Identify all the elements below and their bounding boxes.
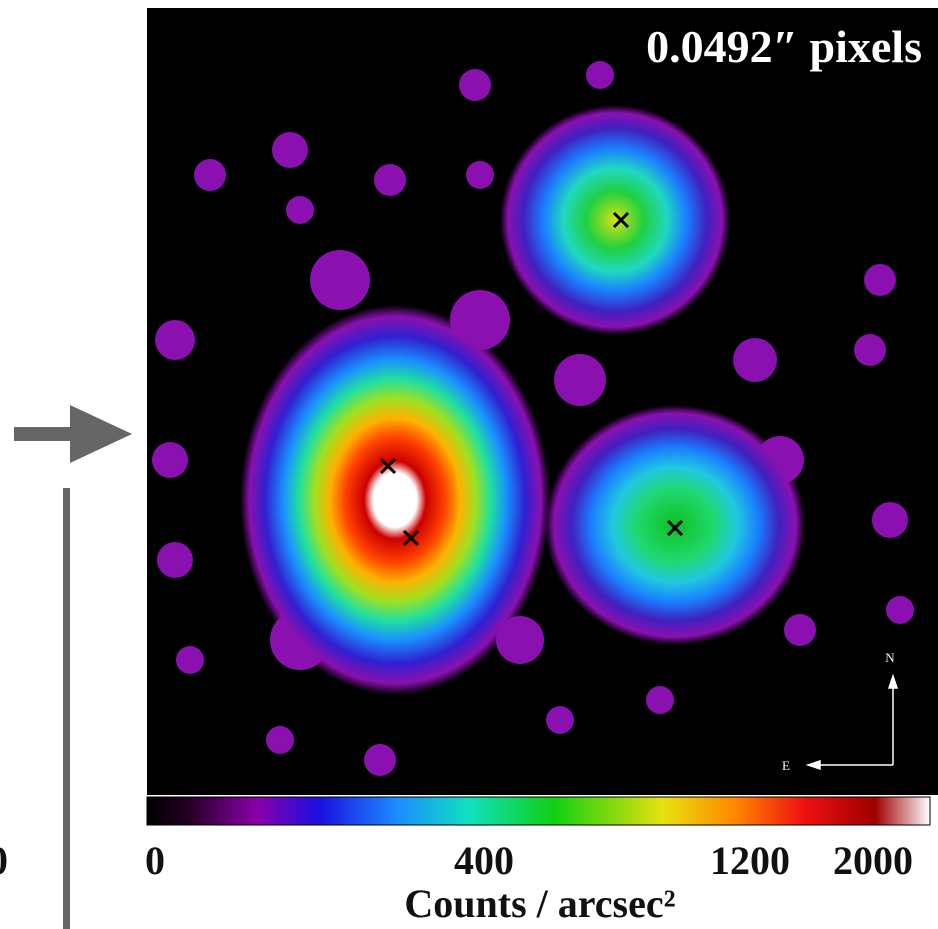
pixel-scale-label: 0.0492″ pixels bbox=[646, 21, 922, 72]
pointer-arrow bbox=[14, 405, 132, 463]
colorbar bbox=[147, 797, 930, 825]
colorbar-tick-label: 1200 bbox=[710, 838, 790, 883]
colorbar-tick-label: 2000 bbox=[833, 838, 913, 883]
main-source bbox=[240, 305, 550, 695]
cut-label: 0 bbox=[0, 838, 8, 883]
north-label: N bbox=[885, 650, 895, 665]
north-source bbox=[500, 105, 730, 335]
east-label: E bbox=[782, 758, 790, 773]
figure: 0.0492″ pixels N E 0 400 1200 2000 Count… bbox=[0, 0, 938, 929]
divider bbox=[63, 488, 70, 929]
colorbar-label: Counts / arcsec² bbox=[404, 881, 675, 926]
colorbar-tick-label: 400 bbox=[454, 838, 514, 883]
east-source bbox=[545, 405, 805, 645]
colorbar-tick-label: 0 bbox=[145, 838, 165, 883]
